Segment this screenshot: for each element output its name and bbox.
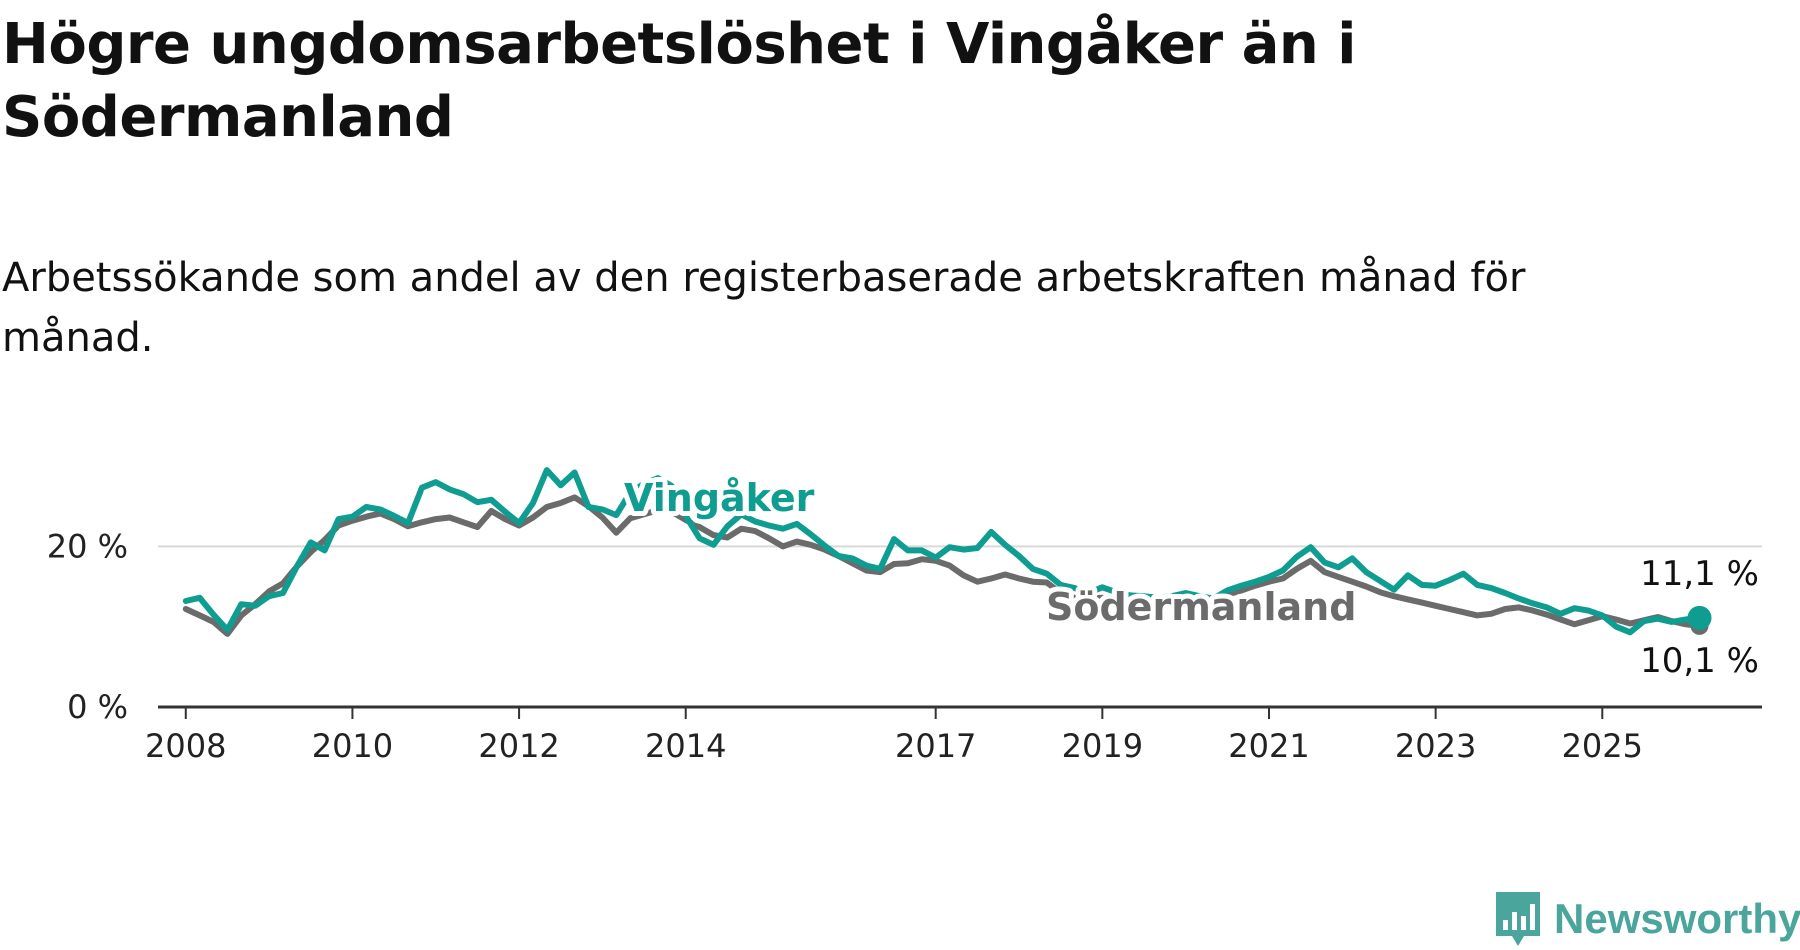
series-label-södermanland: Södermanland <box>1046 585 1356 629</box>
series-labels: VingåkerVingåkerSödermanlandSödermanland… <box>619 471 1759 681</box>
x-tick-label: 2014 <box>645 727 726 765</box>
series-line-vingåker <box>182 467 1703 636</box>
x-tick-label: 2017 <box>895 727 976 765</box>
series-line-södermanland <box>182 494 1703 637</box>
end-value-label-vingåker: 11,1 % <box>1640 554 1759 594</box>
x-axis-tick-labels: 2008 2010 2012 2014 2017 2019 2021 2023 2025 <box>145 707 1643 765</box>
y-axis-tick-labels: 0 % 20 % <box>47 527 128 726</box>
x-tick-label: 2021 <box>1228 727 1309 765</box>
x-tick-label: 2025 <box>1562 727 1643 765</box>
x-tick-label: 2019 <box>1062 727 1143 765</box>
series-label-halo: Södermanland <box>1046 585 1356 629</box>
end-marker-vingåker <box>1687 605 1712 630</box>
chart-subtitle: Arbetssökande som andel av den registerb… <box>2 255 1526 361</box>
bar-chart-speech-bubble-icon <box>1496 892 1540 946</box>
series-label-vingåker: Vingåker <box>624 476 815 520</box>
x-tick-label: 2008 <box>145 727 226 765</box>
x-tick-label: 2010 <box>312 727 393 765</box>
newsworthy-logo: Newsworthy <box>1494 888 1800 950</box>
y-tick-label: 0 % <box>67 688 128 726</box>
chart-title: Högre ungdomsarbetslöshet i Vingåker än … <box>2 12 1356 150</box>
end-value-label-södermanland: 10,1 % <box>1640 641 1759 681</box>
series-lines <box>182 467 1712 637</box>
y-tick-label: 20 % <box>47 527 128 565</box>
x-tick-label: 2023 <box>1395 727 1476 765</box>
logo-text: Newsworthy <box>1554 895 1800 942</box>
x-tick-label: 2012 <box>478 727 559 765</box>
series-label-halo: Vingåker <box>624 476 815 520</box>
